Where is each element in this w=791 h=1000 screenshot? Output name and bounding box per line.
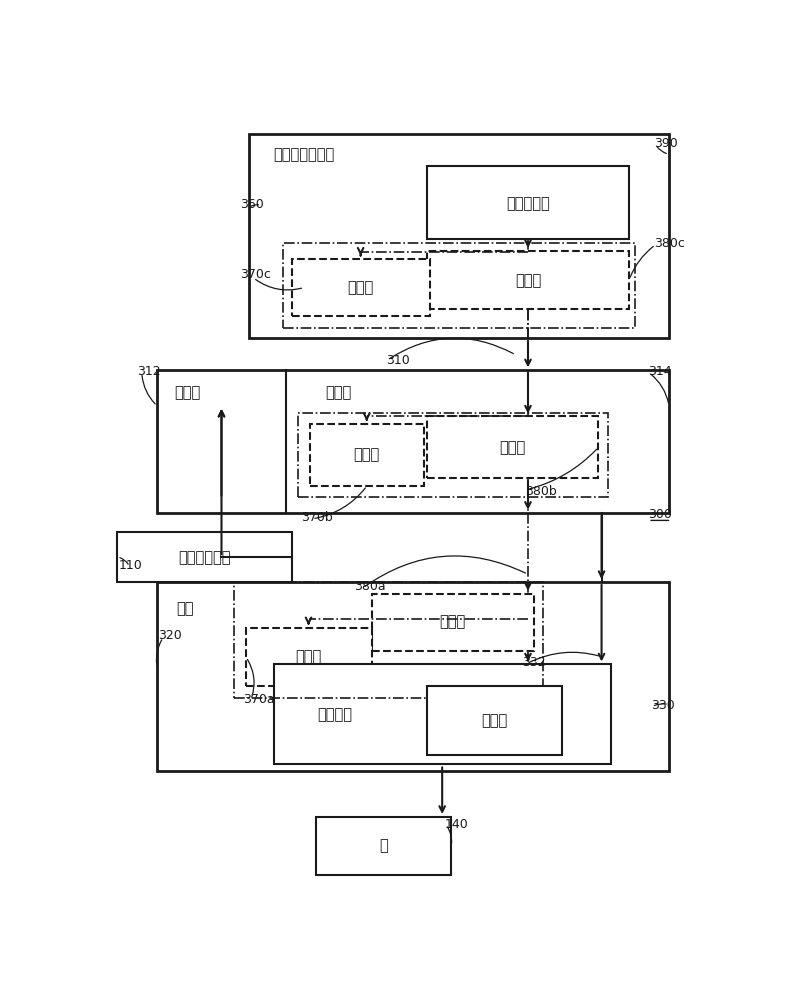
Bar <box>234 582 543 698</box>
Text: 360: 360 <box>240 198 263 211</box>
Text: 370b: 370b <box>301 511 333 524</box>
Bar <box>292 259 430 316</box>
Bar <box>249 134 669 338</box>
Text: 止回阀: 止回阀 <box>481 713 507 728</box>
Text: 110: 110 <box>119 559 142 572</box>
Text: 阀桥: 阀桥 <box>176 601 194 616</box>
Text: 蓄积器: 蓄积器 <box>295 649 322 664</box>
Bar <box>316 817 452 875</box>
Text: 312: 312 <box>137 365 161 378</box>
Text: 蓄积器: 蓄积器 <box>354 447 380 462</box>
Text: 380c: 380c <box>653 237 684 250</box>
Text: 空动部件: 空动部件 <box>317 707 352 722</box>
Text: 止回阀: 止回阀 <box>500 440 526 455</box>
Text: 380b: 380b <box>525 485 558 498</box>
Text: 370a: 370a <box>244 693 275 706</box>
Bar <box>427 251 629 309</box>
Text: 阀: 阀 <box>380 839 388 854</box>
Text: 阀致动运动源: 阀致动运动源 <box>178 550 230 565</box>
Text: 310: 310 <box>386 354 410 367</box>
Text: 接收端: 接收端 <box>175 386 201 401</box>
Text: 330: 330 <box>650 699 675 712</box>
Text: 300: 300 <box>648 508 672 521</box>
Text: 蓄积器: 蓄积器 <box>347 280 374 295</box>
Text: 加压流体源: 加压流体源 <box>506 196 550 211</box>
Bar <box>117 532 292 582</box>
Bar <box>310 424 424 486</box>
Bar <box>298 413 607 497</box>
Text: 传递端: 传递端 <box>325 386 351 401</box>
Bar <box>283 243 635 328</box>
Bar <box>372 594 534 651</box>
Text: 314: 314 <box>648 365 672 378</box>
Bar <box>157 370 669 513</box>
Text: 370c: 370c <box>240 267 271 280</box>
Text: 320: 320 <box>157 629 181 642</box>
Bar <box>427 416 599 478</box>
Text: 380a: 380a <box>354 580 385 593</box>
Bar <box>427 686 562 755</box>
Text: 液压流体供给部: 液压流体供给部 <box>274 147 335 162</box>
Bar <box>246 628 372 686</box>
Text: 390: 390 <box>653 137 677 150</box>
Bar <box>274 664 611 764</box>
Text: 止回阀: 止回阀 <box>515 273 541 288</box>
Bar <box>157 582 669 771</box>
Text: 140: 140 <box>445 818 468 831</box>
Bar <box>427 166 629 239</box>
Text: 332: 332 <box>522 656 546 669</box>
Text: 止回阀: 止回阀 <box>440 615 466 630</box>
